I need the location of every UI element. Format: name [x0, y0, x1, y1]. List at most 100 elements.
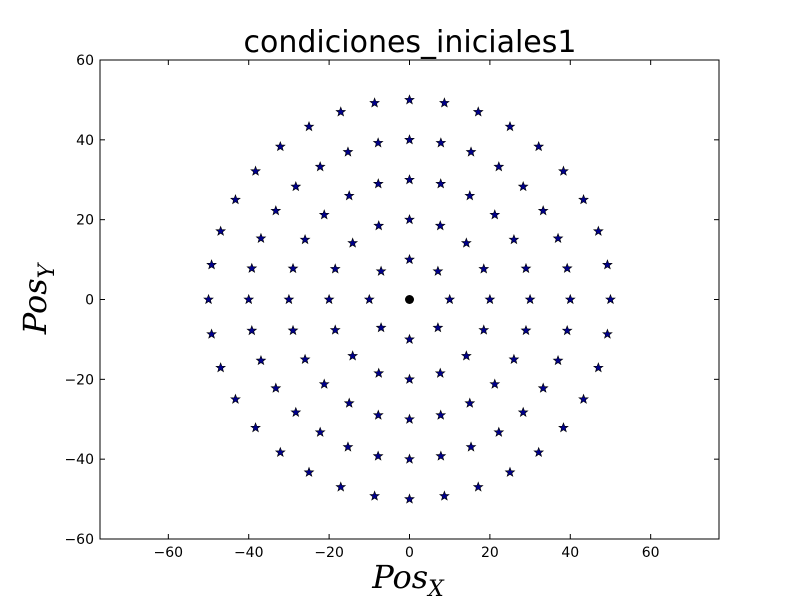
data-point-star — [404, 493, 415, 504]
data-point-star — [520, 262, 532, 274]
data-point-star — [375, 265, 387, 276]
y-tick-label: −60 — [64, 532, 94, 548]
x-tick-label: 40 — [561, 545, 579, 561]
x-tick-label: −60 — [154, 545, 184, 561]
data-point-center — [405, 295, 414, 304]
data-point-star — [484, 293, 496, 305]
data-point-star — [464, 397, 476, 408]
data-point-star — [250, 422, 261, 433]
data-point-star — [299, 353, 311, 364]
data-point-star — [215, 225, 227, 236]
y-tick-label: 20 — [76, 213, 94, 229]
data-point-star — [592, 225, 604, 236]
data-point-star — [444, 293, 456, 305]
data-point-star — [460, 350, 472, 361]
data-point-star — [314, 161, 326, 172]
data-point-star — [206, 259, 217, 270]
data-point-star — [517, 406, 529, 417]
data-point-star — [246, 324, 258, 336]
y-tick-label: 40 — [76, 133, 94, 149]
data-point-star — [314, 426, 326, 437]
x-axis-label-main: Pos — [371, 558, 428, 596]
data-point-star — [432, 265, 444, 276]
data-point-star — [373, 220, 385, 231]
data-point-star — [472, 106, 484, 117]
data-point-star — [552, 354, 564, 366]
data-point-star — [578, 393, 589, 404]
data-point-star — [489, 209, 501, 220]
data-point-star — [465, 441, 477, 452]
data-point-star — [323, 293, 335, 305]
data-point-star — [343, 190, 355, 201]
data-point-star — [404, 94, 415, 105]
data-point-star — [602, 259, 613, 270]
x-tick-label: −40 — [234, 545, 264, 561]
x-tick-label: 20 — [481, 545, 499, 561]
data-point-star — [592, 362, 604, 373]
data-point-star — [329, 324, 341, 335]
data-point-star — [283, 293, 295, 305]
data-point-star — [561, 324, 573, 336]
data-point-star — [602, 328, 613, 339]
data-point-star — [465, 146, 477, 157]
data-point-star — [372, 137, 384, 148]
data-point-star — [464, 190, 476, 201]
x-axis-label-sub: X — [426, 577, 445, 600]
data-point-star — [533, 140, 545, 152]
data-point-star — [375, 322, 387, 333]
x-tick-label: 0 — [405, 545, 414, 561]
data-point-star — [489, 378, 501, 389]
data-point-star — [318, 209, 330, 220]
data-point-star — [564, 293, 576, 305]
data-point-star — [605, 293, 616, 305]
data-point-star — [372, 450, 384, 461]
data-point-star — [404, 453, 415, 464]
data-point-star — [290, 180, 302, 192]
data-point-star — [439, 490, 450, 501]
data-point-star — [287, 324, 299, 336]
data-point-star — [478, 263, 490, 274]
data-point-star — [404, 214, 415, 225]
data-point-star — [493, 161, 505, 172]
data-point-star — [520, 324, 532, 336]
data-point-star — [270, 205, 282, 216]
data-point-star — [439, 97, 450, 108]
data-point-star — [342, 441, 354, 452]
data-point-star — [203, 293, 214, 305]
data-point-star — [363, 293, 375, 305]
data-point-star — [435, 409, 447, 420]
data-point-star — [537, 382, 549, 393]
data-point-star — [524, 293, 536, 305]
data-point-star — [434, 220, 446, 231]
data-point-star — [552, 232, 564, 243]
data-point-star — [404, 413, 415, 424]
data-point-star — [558, 422, 569, 433]
data-point-star — [347, 350, 359, 361]
x-tick-label: −20 — [314, 545, 344, 561]
data-point-star — [372, 178, 384, 189]
data-point-star — [504, 121, 516, 132]
x-axis-label: PosX — [371, 558, 445, 600]
data-point-star — [435, 450, 447, 461]
data-point-star — [404, 373, 415, 384]
data-point-star — [303, 466, 315, 477]
data-point-star — [329, 263, 341, 274]
data-point-star — [250, 165, 261, 176]
y-tick-label: 0 — [85, 293, 94, 309]
data-point-star — [493, 426, 505, 437]
data-point-star — [303, 121, 315, 132]
data-point-star — [432, 322, 444, 333]
data-point-star — [404, 134, 415, 145]
data-point-star — [561, 262, 573, 273]
data-point-star — [460, 237, 472, 248]
data-point-star — [243, 293, 255, 305]
data-point-star — [508, 233, 520, 245]
data-point-star — [255, 354, 267, 366]
data-point-star — [206, 328, 217, 339]
data-point-star — [215, 362, 227, 373]
data-point-star — [230, 194, 241, 205]
data-point-star — [343, 397, 355, 408]
data-point-star — [558, 165, 569, 176]
data-point-star — [373, 367, 385, 378]
